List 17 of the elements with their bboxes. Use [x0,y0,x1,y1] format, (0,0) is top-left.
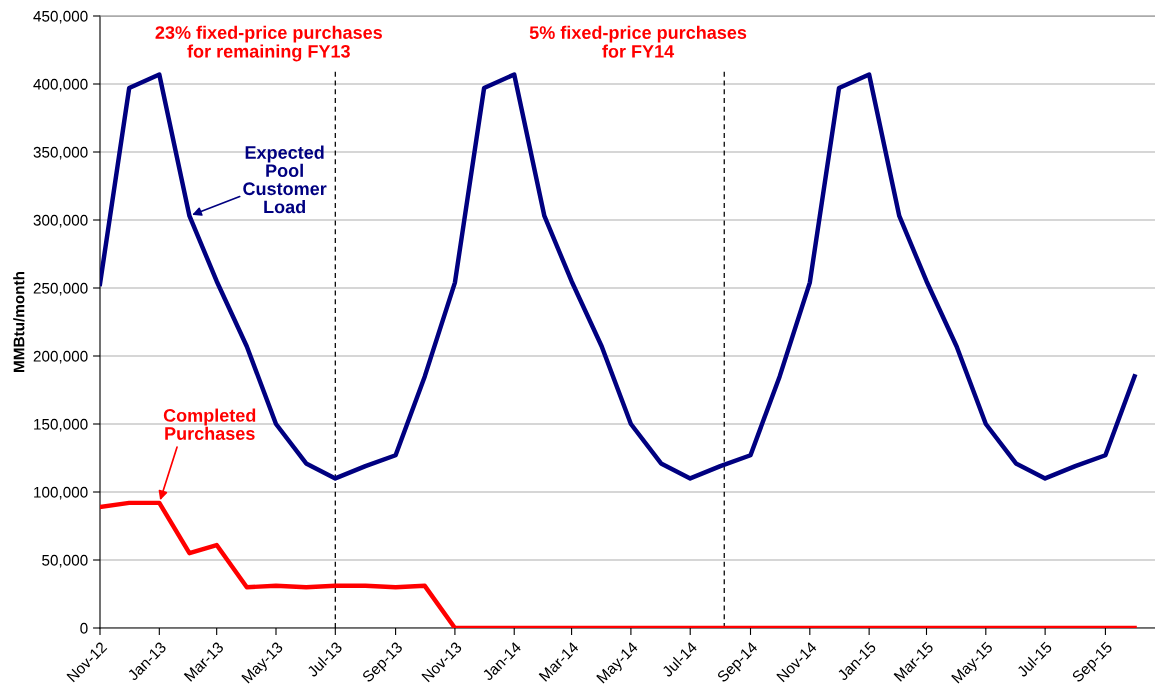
annotation: Completed Purchases [163,408,256,440]
y-axis-title: MMBtu/month [13,272,25,372]
y-tick-label: 0 [80,622,88,634]
y-tick-label: 150,000 [34,418,88,432]
y-tick-label: 50,000 [42,554,88,568]
y-tick-label: 350,000 [33,146,88,160]
y-tick-label: 100,000 [34,486,88,500]
annotation: Expected Pool Customer Load [243,145,327,214]
annotation: 23% fixed-price purchases for remaining FY13 [155,25,382,62]
line-series [100,72,1137,481]
y-tick-label: 450,000 [33,10,88,24]
y-tick-label: 250,000 [33,282,88,296]
y-tick-label: 300,000 [33,214,88,228]
annotation: 5% fixed-price purchases for FY14 [529,25,747,58]
line-series [100,500,1137,628]
y-tick-label: 400,000 [33,78,88,92]
y-tick-label: 200,000 [33,350,88,364]
